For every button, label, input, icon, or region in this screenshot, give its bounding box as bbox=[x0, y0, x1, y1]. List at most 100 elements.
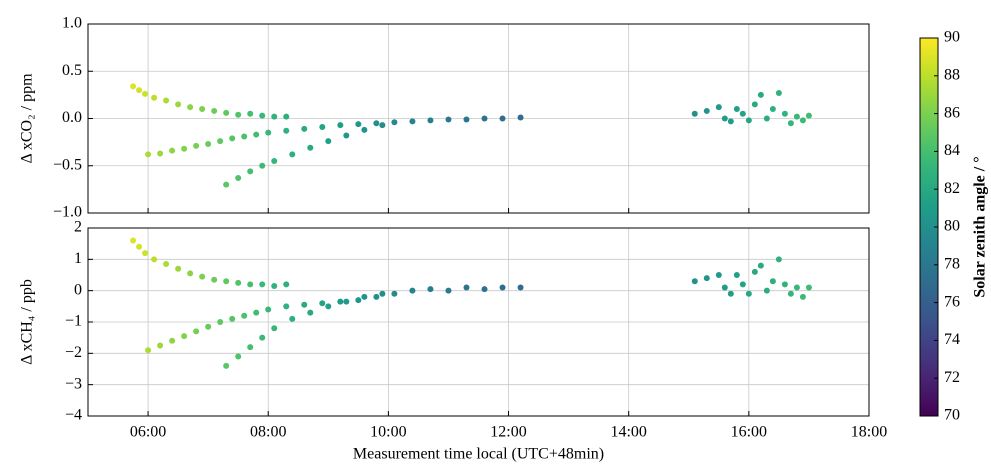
point bbox=[136, 87, 143, 94]
point bbox=[721, 115, 728, 122]
point bbox=[223, 362, 230, 369]
point bbox=[199, 273, 206, 280]
point bbox=[757, 262, 764, 269]
point bbox=[745, 117, 752, 124]
point bbox=[271, 282, 278, 289]
point bbox=[283, 127, 290, 134]
point bbox=[301, 301, 308, 308]
point bbox=[769, 278, 776, 285]
point bbox=[151, 94, 158, 101]
point bbox=[181, 145, 188, 152]
point bbox=[799, 117, 806, 124]
point bbox=[727, 118, 734, 125]
point bbox=[145, 151, 152, 158]
point bbox=[751, 268, 758, 275]
point bbox=[445, 116, 452, 123]
point bbox=[781, 110, 788, 117]
point bbox=[787, 120, 794, 127]
point bbox=[223, 278, 230, 285]
point bbox=[715, 104, 722, 111]
point bbox=[703, 107, 710, 114]
y-tick-label: 1 bbox=[74, 250, 82, 267]
point bbox=[151, 256, 158, 263]
point bbox=[259, 162, 266, 169]
point bbox=[283, 281, 290, 288]
point bbox=[259, 334, 266, 341]
point bbox=[337, 298, 344, 305]
point bbox=[271, 113, 278, 120]
point bbox=[229, 315, 236, 322]
point bbox=[253, 131, 260, 138]
point bbox=[301, 125, 308, 132]
point bbox=[427, 117, 434, 124]
point bbox=[205, 323, 212, 330]
point bbox=[217, 319, 224, 325]
point bbox=[205, 141, 212, 148]
point bbox=[463, 284, 470, 291]
point bbox=[733, 106, 740, 113]
point bbox=[211, 276, 218, 283]
point bbox=[733, 272, 740, 278]
point bbox=[391, 119, 398, 126]
y-axis-label: Δ xCH₄ / ppb bbox=[19, 279, 36, 365]
point bbox=[319, 300, 326, 307]
point bbox=[787, 290, 794, 297]
point bbox=[217, 138, 224, 145]
point bbox=[175, 265, 182, 272]
point bbox=[187, 270, 194, 277]
point bbox=[361, 293, 368, 300]
point bbox=[517, 114, 524, 121]
point bbox=[265, 306, 272, 313]
point bbox=[175, 101, 182, 108]
point bbox=[145, 347, 152, 354]
point bbox=[223, 181, 230, 188]
point bbox=[247, 168, 254, 175]
point bbox=[130, 83, 137, 90]
y-tick-label: −0.5 bbox=[53, 156, 82, 173]
point bbox=[793, 113, 800, 120]
point bbox=[307, 309, 314, 316]
point bbox=[337, 122, 344, 129]
point bbox=[253, 309, 260, 316]
colorbar-tick-label: 76 bbox=[944, 293, 960, 310]
point bbox=[157, 342, 164, 349]
y-tick-label: 0 bbox=[74, 281, 82, 298]
x-tick-label: 08:00 bbox=[250, 424, 286, 441]
point bbox=[235, 111, 242, 118]
point bbox=[361, 126, 368, 133]
plot-frame bbox=[87, 23, 870, 214]
y-tick-label: 1.0 bbox=[62, 15, 82, 32]
point bbox=[775, 256, 782, 263]
point bbox=[283, 113, 290, 120]
x-axis-label: Measurement time local (UTC+48min) bbox=[353, 446, 604, 463]
points bbox=[130, 83, 812, 188]
point bbox=[169, 147, 176, 154]
point bbox=[130, 237, 137, 244]
point bbox=[379, 290, 386, 297]
point bbox=[775, 89, 782, 96]
point bbox=[481, 286, 488, 293]
point bbox=[517, 284, 524, 291]
point bbox=[163, 261, 170, 268]
point bbox=[163, 97, 170, 104]
colorbar-tick-label: 88 bbox=[944, 66, 960, 83]
point bbox=[157, 150, 164, 157]
point bbox=[745, 290, 752, 297]
point bbox=[169, 337, 176, 344]
y-tick-label: −1.0 bbox=[53, 204, 82, 221]
point bbox=[763, 115, 770, 122]
point bbox=[235, 279, 242, 286]
point bbox=[751, 101, 758, 108]
point bbox=[247, 344, 254, 351]
colorbar-tick-label: 86 bbox=[944, 104, 960, 121]
colorbar-tick-label: 80 bbox=[944, 218, 960, 235]
y-tick-label: −4 bbox=[65, 407, 82, 424]
point bbox=[241, 312, 248, 319]
point bbox=[691, 110, 698, 117]
x-tick-label: 06:00 bbox=[130, 424, 166, 441]
colorbar-tick-label: 72 bbox=[944, 369, 960, 386]
point bbox=[499, 115, 506, 122]
point bbox=[481, 115, 488, 122]
point bbox=[319, 124, 326, 131]
